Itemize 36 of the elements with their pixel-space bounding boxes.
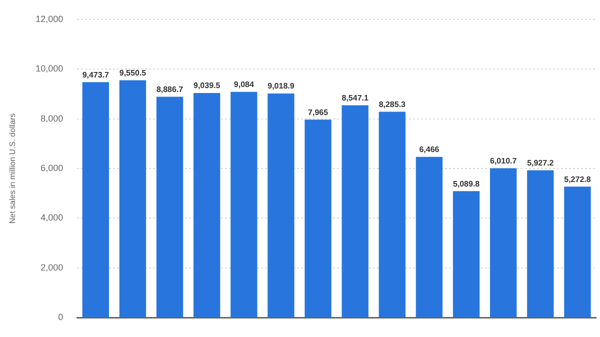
bar	[378, 112, 406, 318]
y-axis-title: Net sales in million U.S. dollars	[8, 113, 18, 224]
data-label: 5,927.2	[527, 158, 554, 168]
y-tick-label: 10,000	[36, 64, 64, 74]
bar	[119, 80, 146, 318]
data-label: 9,084	[234, 80, 254, 90]
bar	[230, 92, 258, 318]
data-label: 9,039.5	[193, 81, 221, 90]
bar	[194, 92, 220, 318]
data-label: 8,285.3	[378, 100, 406, 109]
y-tick-label: 0	[58, 312, 64, 322]
y-tick-label: 6,000	[40, 162, 64, 173]
data-label: 5,089.8	[452, 179, 480, 188]
data-label: 5,272.8	[564, 174, 592, 184]
y-tick-label: 2,000	[40, 262, 64, 272]
bar	[527, 170, 554, 318]
data-label: 9,473.7	[82, 70, 110, 80]
bar	[304, 120, 332, 318]
y-tick-label: 4,000	[40, 212, 64, 223]
data-label: 6,466	[419, 145, 440, 154]
data-label: 9,018.9	[268, 82, 295, 91]
y-tick-label: 8,000	[40, 113, 64, 124]
bar	[156, 96, 184, 318]
data-label: 8,547.1	[342, 93, 369, 102]
bar	[82, 82, 109, 318]
bar	[452, 191, 480, 318]
bar	[342, 105, 368, 318]
bar	[416, 156, 443, 318]
bar	[268, 93, 294, 318]
data-label: 8,886.7	[156, 84, 184, 94]
data-label: 6,010.7	[490, 156, 518, 166]
data-label: 9,550.5	[119, 68, 147, 78]
data-label: 7,965	[308, 108, 329, 117]
bar	[564, 186, 591, 318]
bar	[490, 168, 517, 318]
y-tick-label: 12,000	[36, 14, 64, 24]
